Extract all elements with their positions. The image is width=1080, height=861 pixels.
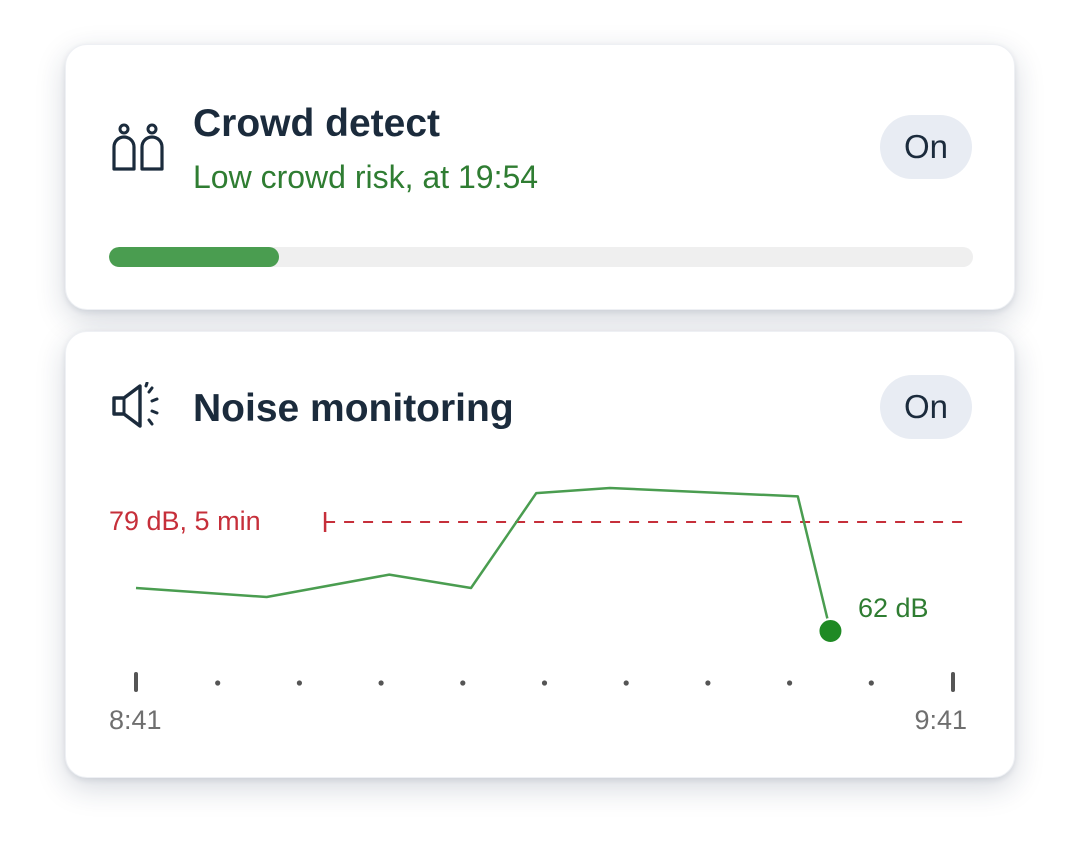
crowd-risk-progress-bar — [109, 247, 973, 267]
x-axis-tick-dot — [623, 680, 629, 686]
current-value-label: 62 dB — [858, 593, 929, 623]
crowd-risk-progress-fill — [109, 247, 280, 267]
current-value-point — [817, 618, 844, 644]
people-icon — [112, 123, 164, 171]
noise-series-line — [135, 486, 832, 632]
noise-level-chart: 79 dB, 5 min 62 dB 8:41 9:41 — [109, 486, 967, 735]
noise-monitoring-toggle-button[interactable]: On — [880, 375, 972, 439]
threshold-label: 79 dB, 5 min — [109, 506, 261, 536]
x-start-label: 8:41 — [109, 705, 162, 735]
noise-monitoring-title: Noise monitoring — [193, 387, 514, 430]
speaker-icon — [112, 382, 159, 428]
x-axis-tick-dot — [215, 680, 221, 686]
x-axis-tick-dot — [541, 680, 548, 686]
noise-monitoring-card: Noise monitoring On 79 dB, 5 min 62 dB 8… — [65, 331, 1015, 778]
x-end-label: 9:41 — [914, 705, 967, 735]
x-axis-tick-dot — [705, 680, 711, 686]
crowd-detect-toggle-button[interactable]: On — [880, 115, 972, 179]
crowd-detect-status: Low crowd risk, at 19:54 — [193, 159, 539, 195]
x-axis-tick-dot — [378, 680, 384, 686]
x-axis-tick-dot — [787, 680, 793, 686]
crowd-detect-title: Crowd detect — [193, 102, 441, 145]
crowd-detect-card: Crowd detect Low crowd risk, at 19:54 On — [65, 44, 1015, 310]
x-axis-tick-dot — [460, 680, 466, 686]
x-axis-tick-dot — [296, 680, 302, 686]
x-axis-tick-dot — [868, 680, 874, 686]
